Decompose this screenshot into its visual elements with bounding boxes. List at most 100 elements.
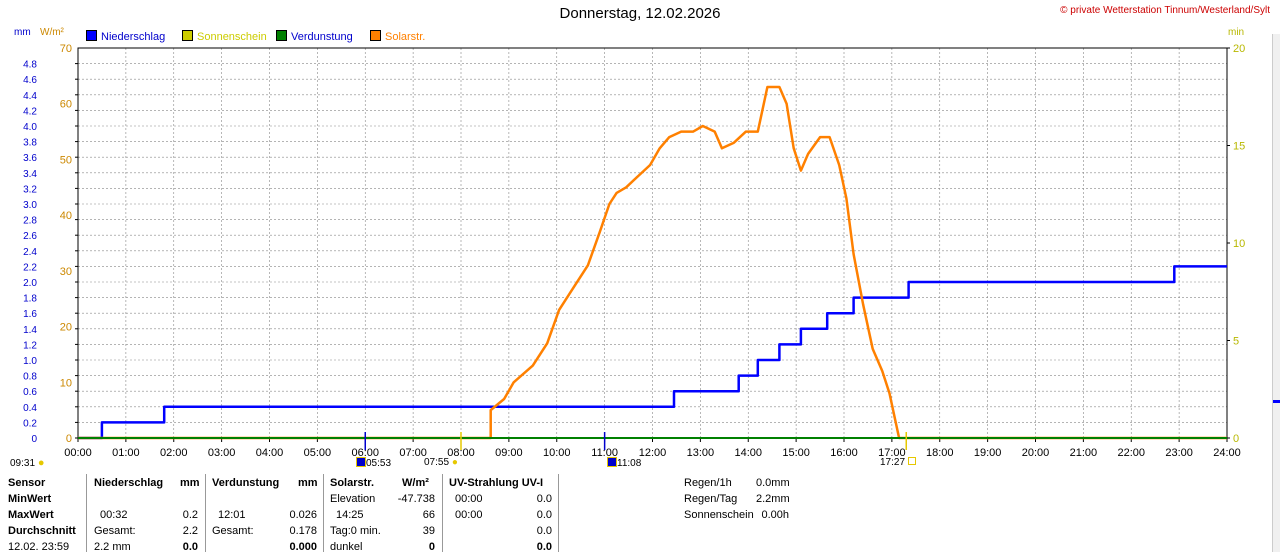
y-mm-tick-label: 1.4 (23, 325, 37, 336)
solar-max-time: 14:25 (336, 509, 364, 521)
y-mm-tick-label: 0.8 (23, 372, 37, 383)
y-min-tick-label: 10 (1233, 238, 1245, 250)
sunset-marker: 17:27 (880, 457, 916, 468)
sunrise-marker: 05:53 (356, 457, 391, 469)
verdunstung-last-value: 0.000 (289, 541, 317, 553)
solar-max-value: 66 (422, 509, 435, 521)
x-tick-label: 22:00 (1117, 447, 1145, 459)
y-mm-tick-label: 4.0 (23, 122, 37, 133)
x-tick-label: 06:00 (351, 447, 379, 459)
legend-label: Solarstr. (385, 31, 426, 43)
y-mm-tick-label: 4.2 (23, 106, 37, 117)
y-wm2-tick-label: 0 (66, 433, 72, 445)
x-tick-label: 16:00 (830, 447, 858, 459)
y-mm-tick-label: 0.2 (23, 418, 37, 429)
y-wm2-tick-label: 60 (60, 99, 72, 111)
row-label-timestamp: 12.02. 23:59 (8, 541, 70, 553)
x-tick-label: 14:00 (734, 447, 762, 459)
solar-dunkel-label: dunkel (330, 541, 363, 553)
y-mm-tick-label: 2.6 (23, 231, 37, 242)
legend-label: Niederschlag (101, 31, 166, 43)
x-tick-label: 23:00 (1165, 447, 1193, 459)
y-mm-tick-label: 4.8 (23, 60, 37, 71)
y-min-tick-label: 15 (1233, 141, 1245, 153)
x-tick-label: 03:00 (208, 447, 236, 459)
noon-icon (607, 457, 617, 467)
niederschlag-unit: mm (180, 477, 200, 489)
solar-dunkel-value: 0 (428, 541, 435, 553)
solar-elevation-label: Elevation (330, 493, 376, 505)
niederschlag-max-time: 00:32 (100, 509, 128, 521)
verdunstung-max-value: 0.026 (289, 509, 317, 521)
y-mm-tick-label: 2.4 (23, 247, 37, 258)
sunset-icon (907, 457, 916, 465)
summary-regentag-value: 2.2mm (756, 493, 790, 505)
legend-verdunstung[interactable]: Verdunstung (276, 30, 353, 43)
y-wm2-tick-label: 30 (60, 266, 72, 278)
uv-min-value: 0.0 (536, 493, 552, 505)
uv-header: UV-Strahlung UV-I (449, 477, 544, 489)
summary-regen1h-value: 0.0mm (756, 477, 790, 489)
x-tick-label: 12:00 (639, 447, 667, 459)
solar-header: Solarstr. (330, 477, 375, 489)
x-tick-label: 02:00 (160, 447, 188, 459)
sunrise-icon (356, 457, 366, 467)
legend-swatch-icon (370, 30, 381, 41)
legend-swatch-icon (86, 30, 97, 41)
niederschlag-gesamt-label: Gesamt: (94, 525, 136, 537)
solar-unit: W/m² (402, 477, 429, 489)
verdunstung-unit: mm (298, 477, 318, 489)
x-tick-label: 08:00 (447, 447, 475, 459)
copyright-text: © private Wetterstation Tinnum/Westerlan… (1060, 5, 1270, 16)
row-label-maxwert: MaxWert (8, 509, 54, 521)
verdunstung-gesamt-label: Gesamt: (212, 525, 254, 537)
scrollbar-marker (1273, 400, 1280, 403)
x-tick-label: 19:00 (974, 447, 1002, 459)
sun-icon: ● (37, 457, 45, 469)
row-label-durchschnitt: Durchschnitt (8, 525, 76, 537)
x-tick-label: 17:00 (878, 447, 906, 459)
y-wm2-tick-label: 70 (60, 43, 72, 55)
x-tick-label: 05:00 (304, 447, 332, 459)
y-mm-tick-label: 3.0 (23, 200, 37, 211)
y-min-tick-label: 5 (1233, 336, 1239, 348)
x-tick-label: 24:00 (1213, 447, 1241, 459)
left-time-label: 09:31 ● (10, 457, 45, 469)
summary-regentag-label: Regen/Tag (684, 493, 738, 505)
chart-title: Donnerstag, 12.02.2026 (559, 5, 721, 22)
series-line-niederschlag (78, 265, 1227, 440)
scrollbar-strip[interactable] (1272, 34, 1280, 552)
legend-solar[interactable]: Solarstr. (370, 30, 425, 43)
x-tick-label: 10:00 (543, 447, 571, 459)
y-mm-tick-label: 2.2 (23, 262, 37, 273)
x-tick-label: 04:00 (256, 447, 284, 459)
y-wm2-tick-label: 10 (60, 377, 72, 389)
y-mm-tick-label: 3.4 (23, 169, 37, 180)
y-min-tick-label: 20 (1233, 43, 1245, 55)
legend-label: Sonnenschein (197, 31, 267, 43)
x-tick-label: 09:00 (495, 447, 523, 459)
unit-mm: mm (14, 27, 31, 38)
unit-wm2: W/m² (40, 27, 64, 38)
x-tick-label: 07:00 (399, 447, 427, 459)
x-tick-label: 20:00 (1022, 447, 1050, 459)
dawn-marker: 07:55 ● (424, 457, 458, 468)
legend-sonnenschein[interactable]: Sonnenschein (182, 30, 267, 43)
x-tick-label: 13:00 (687, 447, 715, 459)
y-wm2-tick-label: 50 (60, 154, 72, 166)
legend-swatch-icon (276, 30, 287, 41)
niederschlag-last-label: 2.2 mm (94, 541, 131, 553)
uv-min-time: 00:00 (455, 493, 483, 505)
niederschlag-header: Niederschlag (94, 477, 164, 489)
solar-elevation-value: -47.738 (397, 493, 435, 505)
niederschlag-last-value: 0.0 (182, 541, 198, 553)
verdunstung-header: Verdunstung (212, 477, 280, 489)
legend-niederschlag[interactable]: Niederschlag (86, 30, 165, 43)
noon-marker: 11:08 (607, 457, 641, 469)
y-mm-tick-label: 4.6 (23, 75, 37, 86)
y-mm-tick-label: 1.8 (23, 294, 37, 305)
x-tick-label: 21:00 (1070, 447, 1098, 459)
y-wm2-tick-label: 40 (60, 210, 72, 222)
y-mm-tick-label: 0 (31, 434, 37, 445)
y-mm-tick-label: 3.2 (23, 184, 37, 195)
